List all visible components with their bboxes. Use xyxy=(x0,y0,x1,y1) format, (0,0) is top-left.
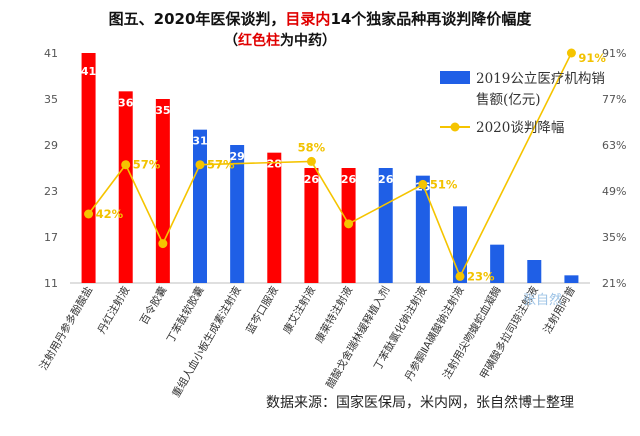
discount-point-10 xyxy=(418,179,428,189)
discount-point-11 xyxy=(455,271,465,281)
category-label: 丹红注射液 xyxy=(95,284,133,336)
bar-6 xyxy=(267,152,282,283)
chart-title: 图五、2020年医保谈判，目录内14个独家品种再谈判降价幅度 xyxy=(0,8,640,29)
bar-value-label: 36 xyxy=(118,96,134,109)
title-part-1: 图五、2020年医保谈判， xyxy=(108,10,286,28)
discount-point-1 xyxy=(84,209,94,219)
bar-12 xyxy=(490,244,505,283)
category-label: 蓝芩口服液 xyxy=(243,284,281,336)
y-left-tick-label: 35 xyxy=(44,93,58,106)
category-label: 重组人血小板生成素注射液 xyxy=(169,284,244,400)
category-label: 注射用丹参多酚酸盐 xyxy=(37,284,96,372)
category-label: 丁苯酞软胶囊 xyxy=(164,284,207,345)
category-label: 醋酸戈舍瑞林缓释植入剂 xyxy=(323,284,392,391)
subtitle-highlight: 红色柱 xyxy=(238,33,280,49)
discount-label: 91% xyxy=(578,51,606,65)
bar-3 xyxy=(155,99,170,283)
y-right-tick-label: 63% xyxy=(602,139,626,152)
bar-value-label: 26 xyxy=(341,173,357,186)
legend-line-label: 2020谈判降幅 xyxy=(476,120,564,136)
y-left-tick-label: 23 xyxy=(44,185,58,198)
watermark-text: 张自然 xyxy=(523,293,563,308)
discount-point-3 xyxy=(158,239,168,249)
title-highlight: 目录内 xyxy=(285,10,331,28)
bar-value-label: 29 xyxy=(229,150,244,163)
bar-7 xyxy=(304,168,319,283)
bar-4 xyxy=(193,129,207,283)
legend-bar-label-line2: 售额(亿元) xyxy=(476,92,541,108)
y-left-tick-label: 41 xyxy=(44,47,58,60)
y-left-tick-label: 17 xyxy=(44,231,58,244)
y-right-tick-label: 77% xyxy=(602,93,626,106)
bar-value-label: 26 xyxy=(304,173,320,186)
y-right-tick-label: 35% xyxy=(602,231,626,244)
legend-bar-swatch xyxy=(440,71,470,84)
source-note: 数据来源：国家医保局，米内网，张自然博士整理 xyxy=(266,395,574,411)
category-label: 康艾注射液 xyxy=(281,284,319,336)
category-label: 百令胶囊 xyxy=(137,284,170,327)
bar-value-label: 35 xyxy=(155,104,170,117)
discount-point-2 xyxy=(121,160,131,170)
discount-label: 57% xyxy=(133,158,161,172)
subtitle-part-3: 为中药） xyxy=(280,33,336,49)
legend-line-marker xyxy=(450,122,460,132)
discount-point-4 xyxy=(195,160,205,170)
discount-point-7 xyxy=(306,156,316,166)
y-right-tick-label: 49% xyxy=(602,185,626,198)
subtitle-part-1: （ xyxy=(224,33,238,49)
bar-value-label: 26 xyxy=(378,173,394,186)
chart-subtitle: （红色柱为中药） xyxy=(0,30,560,50)
bar-1 xyxy=(81,53,96,283)
y-left-tick-label: 11 xyxy=(44,277,58,290)
bar-9 xyxy=(378,168,393,283)
legend-bar-label-line1: 2019公立医疗机构销 xyxy=(476,71,605,87)
bar-value-label: 31 xyxy=(192,135,207,148)
y-left-tick-label: 29 xyxy=(44,139,58,152)
discount-point-14 xyxy=(566,48,576,58)
bar-11 xyxy=(453,206,467,283)
y-right-tick-label: 21% xyxy=(602,277,626,290)
bar-value-label: 41 xyxy=(81,65,96,78)
bar-10 xyxy=(415,175,430,283)
bar-value-label: 28 xyxy=(267,158,282,171)
discount-label: 23% xyxy=(467,269,495,283)
discount-label: 57% xyxy=(207,158,235,172)
discount-label: 58% xyxy=(298,140,326,154)
discount-label: 42% xyxy=(96,207,124,221)
bar-2 xyxy=(118,91,133,283)
category-label: 康莱特注射液 xyxy=(312,284,355,345)
title-part-3: 14个独家品种再谈判降价幅度 xyxy=(330,10,532,28)
bar-13 xyxy=(527,260,542,283)
y-right-tick-label: 91% xyxy=(602,47,626,60)
discount-point-8 xyxy=(344,219,354,229)
bar-14 xyxy=(564,275,579,283)
discount-label: 51% xyxy=(430,177,458,191)
bar-5 xyxy=(230,145,245,283)
